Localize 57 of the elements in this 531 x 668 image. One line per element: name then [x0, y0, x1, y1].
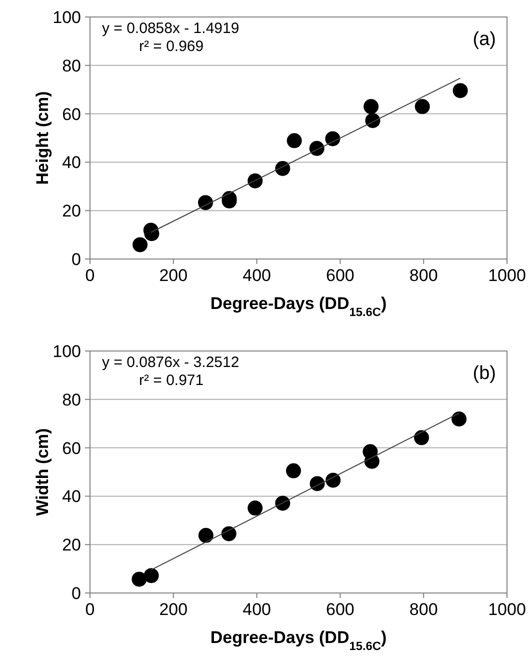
annotation: y = 0.0858x - 1.4919 [102, 20, 240, 37]
y-axis-title: Height (cm) [33, 91, 52, 185]
x-tick-label: 0 [85, 266, 95, 285]
point [365, 113, 380, 128]
point [132, 237, 148, 252]
y-tick-label: 0 [72, 584, 81, 603]
point [326, 472, 341, 488]
y-tick-label: 20 [62, 536, 81, 555]
point [414, 99, 430, 114]
annotation: r² = 0.969 [139, 38, 204, 55]
y-tick-label: 0 [72, 250, 81, 269]
point [198, 195, 214, 210]
annotation: (a) [472, 29, 496, 50]
x-tick-label: 200 [159, 266, 188, 285]
x-tick-label: 600 [326, 266, 354, 285]
y-tick-label: 100 [52, 342, 81, 361]
x-tick-label: 1000 [488, 600, 526, 619]
x-axis-title: Degree-Days (DD$_{15.6C}$) [210, 294, 387, 319]
point [286, 133, 302, 148]
y-axis-title: Width (cm) [33, 428, 52, 516]
point [452, 412, 467, 426]
y-tick-label: 60 [62, 104, 81, 124]
point [286, 463, 301, 478]
x-axis-title: Degree-Days (DD$_{15.6C}$) [210, 628, 387, 653]
annotation: (b) [472, 363, 496, 384]
point [325, 131, 340, 146]
x-tick-label: 400 [242, 600, 271, 619]
point [198, 528, 214, 543]
point [248, 173, 263, 188]
annotation: y = 0.0876x - 3.2512 [102, 354, 240, 371]
point [248, 500, 263, 516]
x-tick-label: 1000 [488, 266, 526, 285]
point [275, 160, 290, 176]
y-tick-label: 20 [62, 202, 81, 221]
point [309, 140, 324, 156]
x-tick-label: 0 [85, 600, 95, 619]
y-tick-label: 100 [52, 8, 81, 27]
point [132, 572, 147, 587]
x-tick-label: 800 [409, 600, 438, 619]
y-tick-label: 80 [62, 56, 81, 76]
point [144, 568, 159, 584]
point [221, 526, 236, 542]
y-tick-label: 40 [62, 153, 81, 172]
point [452, 83, 468, 98]
y-tick-label: 80 [62, 390, 81, 410]
x-tick-label: 600 [326, 600, 354, 619]
y-tick-label: 60 [62, 438, 81, 458]
annotation: r² = 0.971 [139, 372, 204, 389]
point [310, 476, 325, 492]
point [275, 496, 290, 511]
point [414, 430, 430, 446]
x-tick-label: 400 [242, 266, 271, 285]
x-tick-label: 200 [159, 600, 188, 619]
point [364, 454, 380, 469]
point [364, 99, 379, 114]
x-tick-label: 800 [409, 266, 438, 285]
y-tick-label: 40 [62, 487, 81, 506]
